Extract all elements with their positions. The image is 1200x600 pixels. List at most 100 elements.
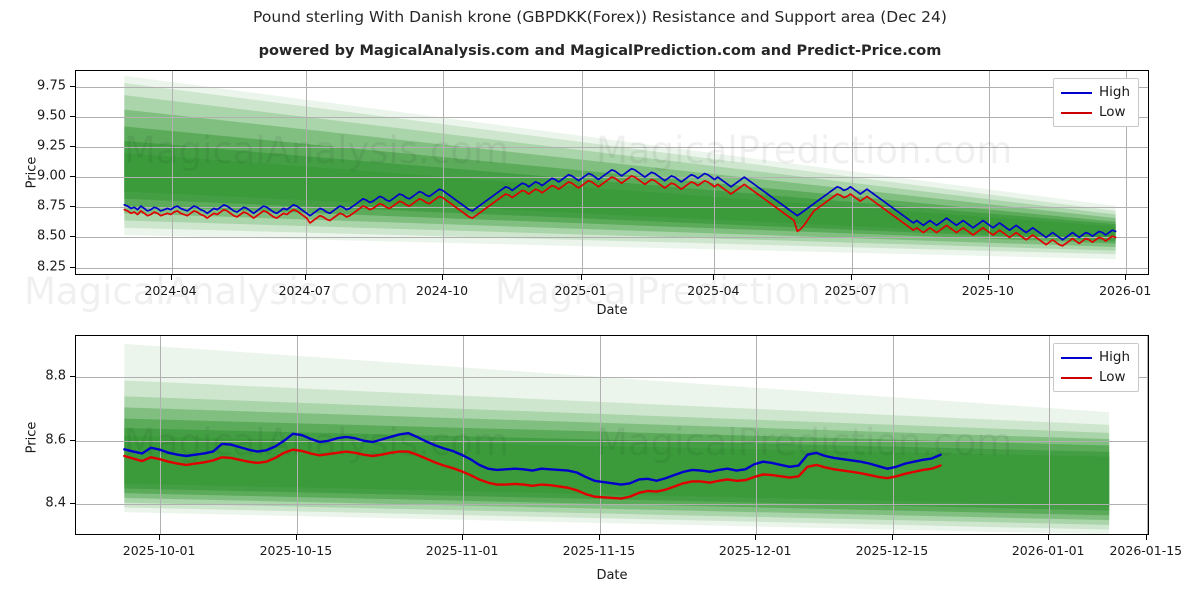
overview-series-layer (76, 71, 1148, 274)
zoom-legend[interactable]: High Low (1053, 343, 1140, 392)
x-tick-mark (580, 275, 582, 280)
gridline-horizontal (76, 504, 1148, 506)
y-tick-mark (70, 85, 75, 87)
x-tick-label: 2025-07 (824, 283, 877, 298)
y-tick-mark (70, 503, 75, 505)
zoom-plot-area[interactable]: MagicalAnalysis.com MagicalPrediction.com (75, 335, 1149, 535)
x-tick-mark (850, 275, 852, 280)
gridline-vertical (1049, 336, 1051, 534)
y-tick-label: 9.25 (37, 138, 66, 154)
x-tick-mark (755, 535, 757, 540)
gridline-vertical (160, 336, 162, 534)
y-tick-mark (70, 266, 75, 268)
x-tick-label: 2026-01-15 (1109, 543, 1183, 558)
legend-label-high: High (1099, 83, 1131, 100)
low-line-swatch (1061, 376, 1092, 379)
gridline-vertical (443, 71, 444, 274)
x-tick-mark (170, 275, 172, 280)
gridline-vertical (463, 336, 465, 534)
x-tick-label: 2026-01 (1099, 283, 1152, 298)
y-tick-label: 8.25 (37, 259, 66, 275)
x-tick-mark (159, 535, 161, 540)
gridline-horizontal (76, 267, 1148, 269)
y-tick-label: 8.50 (37, 228, 66, 244)
gridline-vertical (305, 71, 307, 274)
low-line-swatch (1061, 111, 1092, 114)
x-tick-label: 2025-12-01 (718, 543, 792, 558)
x-tick-mark (1145, 535, 1147, 540)
x-tick-label: 2025-04 (687, 283, 740, 298)
y-tick-label: 8.8 (45, 368, 66, 384)
overview-y-axis-label: Price (24, 156, 40, 189)
legend-label-low: Low (1099, 103, 1126, 120)
x-tick-mark (891, 535, 893, 540)
gridline-vertical (171, 71, 173, 274)
x-tick-label: 2025-12-15 (855, 543, 929, 558)
y-tick-label: 9.50 (37, 108, 66, 124)
gridline-horizontal (76, 207, 1148, 209)
gridline-horizontal (76, 377, 1148, 379)
zoom-series-layer (76, 336, 1148, 534)
x-tick-label: 2025-10 (961, 283, 1015, 298)
y-tick-mark (70, 176, 75, 178)
gridline-vertical (599, 336, 601, 534)
y-tick-mark (70, 115, 75, 117)
zoom-x-axis-label: Date (596, 568, 628, 583)
x-tick-label: 2025-10-15 (259, 543, 333, 558)
legend-row-high: High (1061, 349, 1130, 366)
x-tick-label: 2024-04 (144, 283, 197, 298)
x-tick-mark (304, 275, 306, 280)
y-tick-label: 9.00 (37, 168, 66, 184)
x-tick-mark (462, 535, 464, 540)
x-tick-label: 2024-07 (278, 283, 331, 298)
x-tick-mark (295, 535, 297, 540)
legend-row-low: Low (1061, 369, 1130, 386)
overview-plot-area[interactable]: MagicalAnalysis.com MagicalPrediction.com (75, 70, 1149, 275)
overview-x-axis-label: Date (596, 303, 628, 318)
y-tick-label: 8.6 (45, 432, 66, 448)
y-tick-label: 9.75 (37, 78, 66, 94)
gridline-vertical (581, 71, 583, 274)
zoom-band-layer (76, 336, 1148, 534)
gridline-horizontal (76, 237, 1148, 239)
y-tick-mark (70, 146, 75, 147)
x-tick-mark (713, 275, 715, 280)
x-tick-label: 2025-11-01 (425, 543, 499, 558)
gridline-vertical (988, 71, 990, 274)
legend-row-high: High (1061, 84, 1130, 101)
legend-label-low: Low (1099, 368, 1126, 385)
x-tick-mark (1125, 275, 1127, 280)
gridline-horizontal (76, 86, 1148, 88)
gridline-horizontal (76, 116, 1148, 118)
overview-chart-panel: MagicalAnalysis.com MagicalPrediction.com (75, 70, 1149, 275)
high-line-swatch (1061, 91, 1092, 94)
page-title: Pound sterling With Danish krone (GBPDKK… (253, 8, 947, 26)
y-tick-mark (70, 376, 75, 378)
gridline-vertical (1126, 71, 1128, 274)
gridline-vertical (892, 336, 894, 534)
gridline-horizontal (76, 147, 1148, 148)
x-tick-mark (1048, 535, 1050, 540)
zoom-chart-panel: MagicalAnalysis.com MagicalPrediction.com (75, 335, 1149, 535)
y-tick-mark (70, 206, 75, 208)
high-line-swatch (1061, 356, 1092, 359)
x-tick-label: 2024-10 (415, 283, 469, 298)
x-tick-label: 2025-11-15 (562, 543, 636, 558)
page-subtitle: powered by MagicalAnalysis.com and Magic… (258, 43, 942, 59)
overview-band-layer (76, 71, 1148, 274)
gridline-vertical (851, 71, 853, 274)
legend-row-low: Low (1061, 104, 1130, 121)
x-tick-mark (598, 535, 600, 540)
x-tick-mark (442, 275, 443, 280)
x-tick-label: 2025-01 (554, 283, 607, 298)
gridline-vertical (714, 71, 716, 274)
y-tick-label: 8.75 (37, 198, 66, 214)
x-tick-mark (987, 275, 989, 280)
gridline-vertical (1146, 336, 1148, 534)
x-tick-label: 2026-01-01 (1011, 543, 1085, 558)
y-tick-label: 8.4 (45, 495, 66, 511)
y-tick-mark (70, 236, 75, 238)
y-tick-mark (70, 439, 75, 441)
overview-legend[interactable]: High Low (1053, 78, 1140, 127)
gridline-vertical (756, 336, 758, 534)
